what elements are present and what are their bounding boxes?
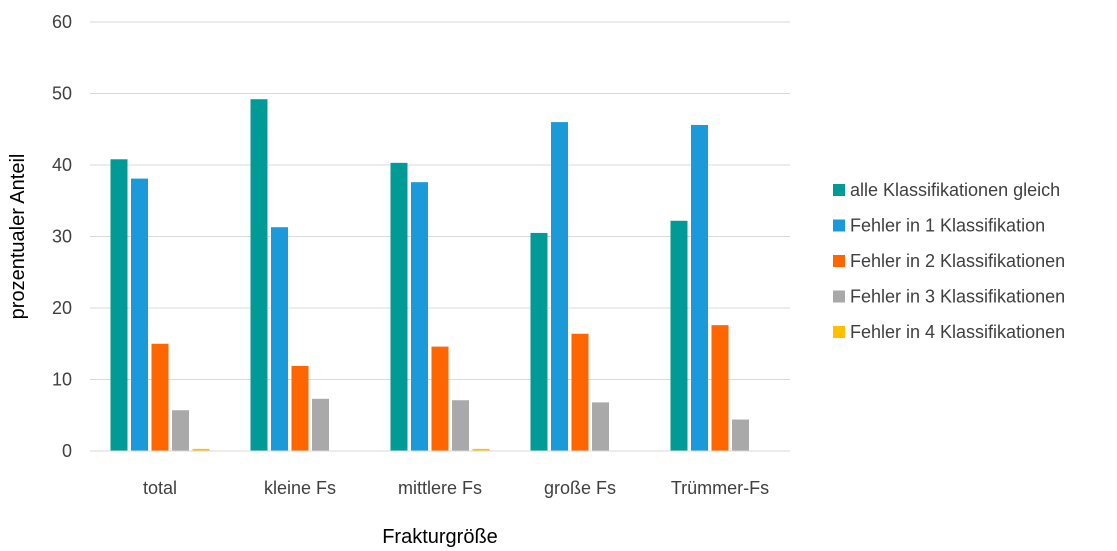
bar (711, 325, 729, 451)
bars (110, 99, 749, 452)
y-tick-label: 30 (52, 227, 72, 247)
legend: alle Klassifikationen gleich Fehler in 1 … (833, 180, 1065, 342)
legend-label: alle Klassifikationen gleich (850, 180, 1060, 200)
legend-swatch (833, 255, 845, 267)
y-axis-ticks: 0 10 20 30 40 50 60 (52, 12, 72, 461)
legend-label: Fehler in 2 Klassifikationen (850, 251, 1065, 271)
y-axis-title: prozentualer Anteil (7, 154, 29, 320)
legend-swatch (833, 326, 845, 338)
bar (192, 448, 210, 451)
y-tick-label: 20 (52, 298, 72, 318)
x-axis-title: Frakturgröße (382, 526, 498, 548)
bar (431, 346, 449, 451)
legend-swatch (833, 184, 845, 196)
bar (670, 220, 688, 451)
bar (271, 227, 288, 451)
y-tick-label: 40 (52, 155, 72, 175)
x-axis-ticks: total kleine Fs mittlere Fs große Fs Trümmer… (143, 478, 769, 498)
bar (172, 410, 189, 451)
bar (131, 178, 148, 451)
y-tick-label: 0 (62, 441, 72, 461)
legend-swatch (833, 290, 845, 303)
y-tick-label: 50 (52, 84, 72, 104)
bar (691, 124, 708, 452)
bar (592, 402, 609, 451)
bar (151, 343, 169, 451)
bar (452, 400, 469, 451)
legend-label: Fehler in 4 Klassifikationen (850, 322, 1065, 342)
x-tick-label: total (143, 478, 177, 498)
x-tick-label: Trümmer-Fs (671, 478, 769, 498)
bar (472, 448, 490, 451)
y-tick-label: 10 (52, 370, 72, 390)
legend-label: Fehler in 1 Klassifikation (850, 216, 1045, 236)
legend-swatch (833, 219, 845, 232)
x-tick-label: große Fs (544, 478, 616, 498)
x-tick-label: kleine Fs (264, 478, 336, 498)
x-tick-label: mittlere Fs (398, 478, 482, 498)
bar (250, 99, 268, 451)
bar (732, 419, 749, 451)
bar (551, 122, 568, 451)
y-tick-label: 60 (52, 12, 72, 32)
bar (571, 333, 589, 451)
bar (390, 162, 408, 452)
legend-label: Fehler in 3 Klassifikationen (850, 287, 1065, 307)
bar (312, 398, 329, 451)
bar (110, 159, 128, 451)
bar (291, 365, 309, 451)
bar (411, 182, 428, 451)
bar (530, 232, 548, 451)
